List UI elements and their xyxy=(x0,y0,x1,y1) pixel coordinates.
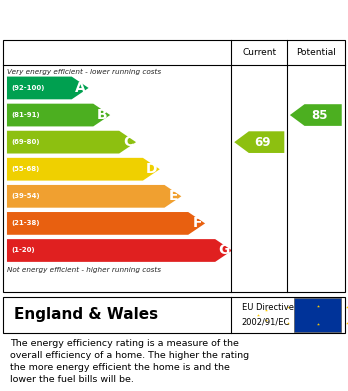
Text: Current: Current xyxy=(242,48,276,57)
Polygon shape xyxy=(7,239,232,262)
Text: (55-68): (55-68) xyxy=(11,166,39,172)
Text: F: F xyxy=(193,216,202,230)
Text: 85: 85 xyxy=(311,109,327,122)
Text: Very energy efficient - lower running costs: Very energy efficient - lower running co… xyxy=(7,69,161,75)
Text: England & Wales: England & Wales xyxy=(14,307,158,322)
Polygon shape xyxy=(7,158,160,181)
Polygon shape xyxy=(7,131,136,154)
Text: 69: 69 xyxy=(254,136,271,149)
Text: (69-80): (69-80) xyxy=(11,139,40,145)
Bar xyxy=(294,298,341,332)
Text: (92-100): (92-100) xyxy=(11,85,45,91)
Text: C: C xyxy=(123,135,133,149)
Text: G: G xyxy=(218,244,229,258)
Text: EU Directive: EU Directive xyxy=(242,303,294,312)
Text: B: B xyxy=(97,108,108,122)
Text: (39-54): (39-54) xyxy=(11,193,40,199)
Text: 2002/91/EC: 2002/91/EC xyxy=(242,318,290,327)
Text: Not energy efficient - higher running costs: Not energy efficient - higher running co… xyxy=(7,267,161,273)
Text: (21-38): (21-38) xyxy=(11,221,40,226)
Text: (81-91): (81-91) xyxy=(11,112,40,118)
Polygon shape xyxy=(7,212,205,235)
Polygon shape xyxy=(290,104,342,126)
Polygon shape xyxy=(7,77,89,99)
Polygon shape xyxy=(234,131,284,153)
Polygon shape xyxy=(7,104,110,126)
Text: (1-20): (1-20) xyxy=(11,248,35,253)
Text: Energy Efficiency Rating: Energy Efficiency Rating xyxy=(10,11,220,26)
Text: A: A xyxy=(75,81,86,95)
Polygon shape xyxy=(7,185,181,208)
Text: Potential: Potential xyxy=(296,48,336,57)
Text: The energy efficiency rating is a measure of the
overall efficiency of a home. T: The energy efficiency rating is a measur… xyxy=(10,339,250,384)
Text: D: D xyxy=(145,162,157,176)
Text: E: E xyxy=(169,189,179,203)
